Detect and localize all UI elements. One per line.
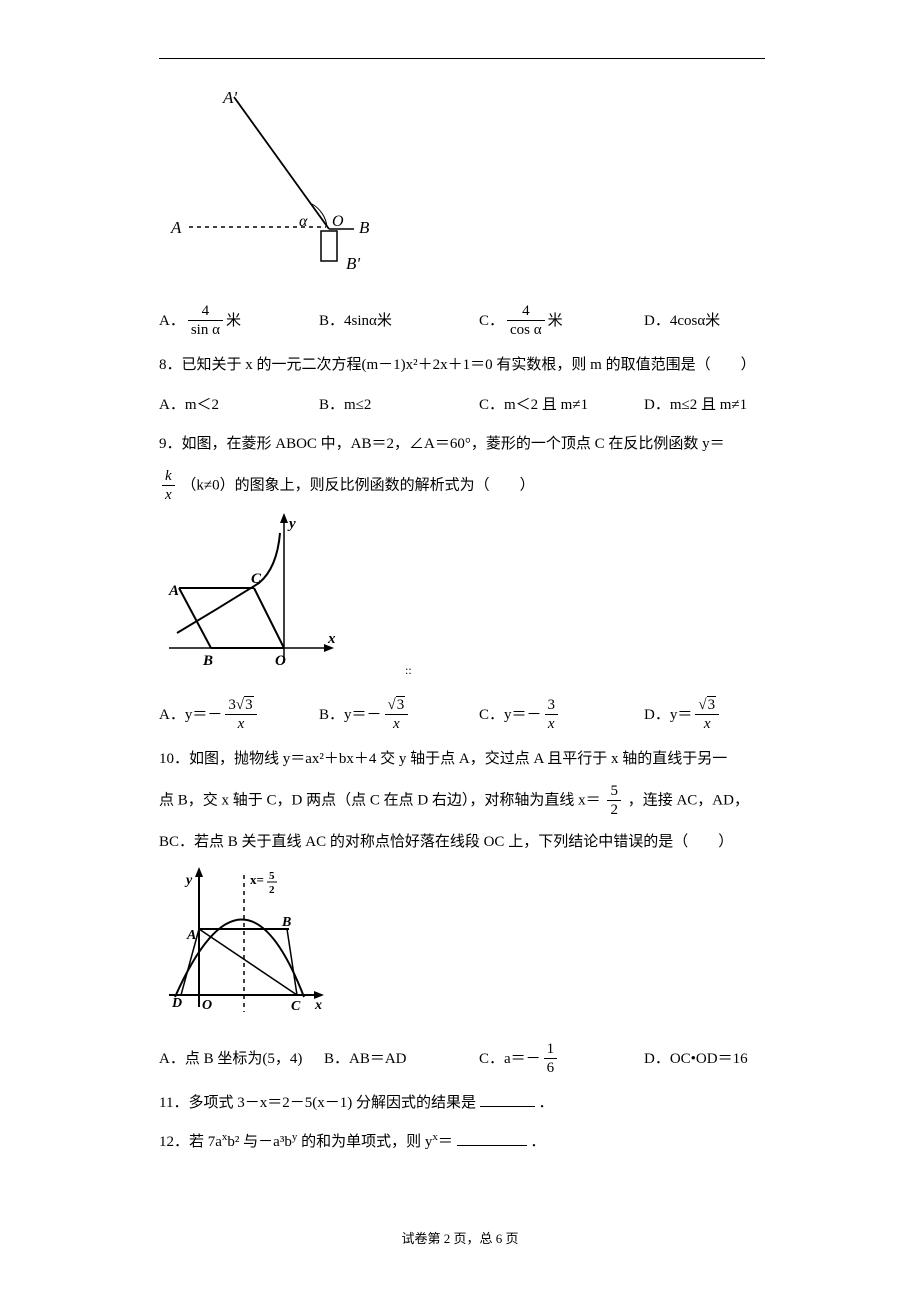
svg-text:A: A: [186, 928, 196, 943]
svg-text:O: O: [275, 653, 286, 669]
q7-opt-c: C． 4 cos α 米: [479, 302, 644, 341]
svg-text:C: C: [251, 571, 262, 587]
svg-text:x=: x=: [250, 872, 264, 887]
q10-line1: 10．如图，抛物线 y＝ax²＋bx＋4 交 y 轴于点 A，交过点 A 且平行…: [159, 743, 765, 776]
q10-opt-b: B．AB＝AD: [324, 1044, 479, 1074]
label-a-prime: A': [222, 88, 237, 107]
svg-text:B: B: [281, 915, 291, 930]
label-alpha: α: [299, 213, 308, 230]
q12: 12．若 7axb² 与－a³by 的和为单项式，则 yx＝ ．: [159, 1126, 765, 1159]
page-footer: 试卷第 2 页，总 6 页: [0, 1228, 920, 1247]
svg-text:C: C: [291, 999, 301, 1014]
q9-opt-a: A．y＝－ 3√3 x: [159, 696, 319, 735]
q9-opt-c: C．y＝－ 3 x: [479, 696, 644, 735]
q10-line3: BC．若点 B 关于直线 AC 的对称点恰好落在线段 OC 上，下列结论中错误的…: [159, 826, 765, 859]
q7-options: A． 4 sin α 米 B．4sinα米 C． 4 cos α 米 D．4co…: [159, 302, 765, 341]
q11: 11．多项式 3－x＝2－5(x－1) 分解因式的结果是 ．: [159, 1087, 765, 1120]
q11-blank: [480, 1093, 535, 1107]
svg-text:x: x: [327, 631, 336, 647]
q10-options: A．点 B 坐标为(5，4) B．AB＝AD C．a＝－ 1 6 D．OC•OD…: [159, 1040, 765, 1079]
svg-text:O: O: [202, 998, 212, 1013]
svg-text:x: x: [314, 998, 322, 1013]
q7-opt-b: B．4sinα米: [319, 306, 479, 336]
q7-opt-a: A． 4 sin α 米: [159, 302, 319, 341]
q7-opt-d: D．4cosα米: [644, 306, 720, 336]
q8-opt-a: A．m＜2: [159, 390, 319, 420]
svg-text:A: A: [168, 583, 179, 599]
svg-text:y: y: [184, 873, 193, 888]
q9-opt-d: D．y＝ √3 x: [644, 696, 722, 735]
label-a: A: [170, 218, 182, 237]
label-b: B: [359, 218, 370, 237]
q10-opt-d: D．OC•OD＝16: [644, 1044, 748, 1074]
q7-figure: A' A α O B B': [159, 79, 765, 294]
q8-opt-c: C．m＜2 且 m≠1: [479, 390, 644, 420]
svg-text:2: 2: [269, 884, 275, 896]
svg-text:D: D: [171, 996, 182, 1011]
svg-text:5: 5: [269, 870, 275, 882]
q8-text: 8．已知关于 x 的一元二次方程(m－1)x²＋2x＋1＝0 有实数根，则 m …: [159, 349, 765, 382]
label-b-prime: B': [346, 254, 360, 273]
q8-opt-d: D．m≤2 且 m≠1: [644, 390, 747, 420]
q9-opt-b: B．y＝－ √3 x: [319, 696, 479, 735]
q9-line2: k x （k≠0）的图象上，则反比例函数的解析式为（ ）: [159, 467, 765, 506]
q9-line1: 9．如图，在菱形 ABOC 中，AB＝2，∠A＝60°，菱形的一个顶点 C 在反…: [159, 428, 765, 461]
q9-figure: y x A C B O: [159, 513, 765, 688]
svg-text:B: B: [202, 653, 213, 669]
q10-figure: y x= 5 2 A B D O C x: [159, 867, 765, 1032]
q10-opt-a: A．点 B 坐标为(5，4): [159, 1044, 324, 1074]
svg-text:y: y: [287, 516, 296, 532]
q9-options: A．y＝－ 3√3 x B．y＝－ √3 x C．y＝－ 3 x D．y＝ √3: [159, 696, 765, 735]
q12-blank: [457, 1132, 527, 1146]
label-o: O: [332, 213, 344, 230]
center-marker: ::: [405, 663, 412, 678]
q8-options: A．m＜2 B．m≤2 C．m＜2 且 m≠1 D．m≤2 且 m≠1: [159, 390, 765, 420]
q8-opt-b: B．m≤2: [319, 390, 479, 420]
q10-opt-c: C．a＝－ 1 6: [479, 1040, 644, 1079]
q10-line2: 点 B，交 x 轴于 C，D 两点（点 C 在点 D 右边），对称轴为直线 x＝…: [159, 782, 765, 821]
